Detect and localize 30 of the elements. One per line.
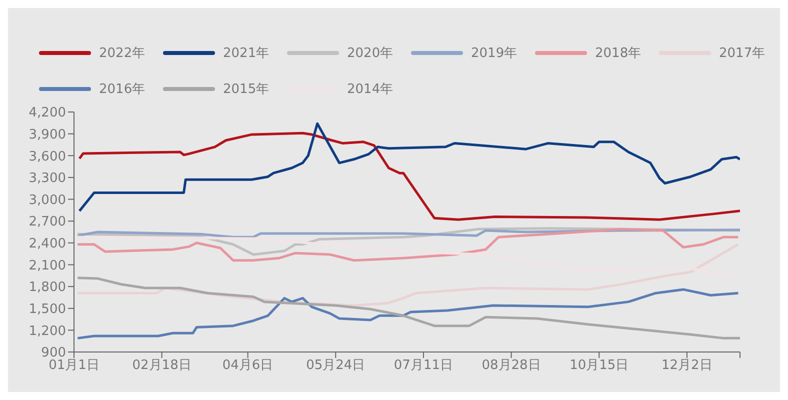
y-tick-label: 900	[41, 346, 66, 361]
x-tick-label: 05月24日	[306, 358, 366, 374]
legend-label: 2018年	[595, 45, 642, 62]
legend-label: 2015年	[223, 81, 270, 98]
x-tick-label: 02月18日	[132, 358, 192, 374]
legend-label: 2017年	[719, 45, 766, 62]
x-tick-label: 10月15日	[570, 358, 629, 374]
y-tick-label: 4,200	[28, 106, 66, 121]
y-tick-label: 1,200	[28, 324, 66, 339]
y-tick-label: 3,000	[28, 192, 66, 208]
y-tick-label: 2,700	[28, 214, 66, 230]
y-tick-label: 3,900	[28, 127, 66, 142]
x-tick-label: 01月1日	[48, 358, 100, 374]
legend-label: 2019年	[471, 45, 518, 62]
y-tick-label: 2,100	[28, 258, 66, 274]
legend-label: 2016年	[99, 81, 146, 98]
y-tick-label: 1,800	[28, 280, 66, 296]
x-tick-label: 07月11日	[394, 358, 454, 374]
legend-label: 2021年	[223, 45, 270, 62]
legend-label: 2014年	[347, 81, 394, 98]
y-tick-label: 3,300	[28, 171, 66, 186]
legend-label: 2022年	[99, 45, 146, 62]
legend-label: 2020年	[347, 45, 394, 62]
y-tick-label: 1,500	[28, 302, 66, 317]
y-tick-label: 3,600	[28, 149, 66, 164]
x-tick-label: 04月6日	[222, 358, 274, 374]
line-series	[76, 276, 740, 340]
x-tick-label: 08月28日	[482, 358, 541, 374]
y-tick-label: 2,400	[28, 236, 66, 252]
x-tick-label: 12月2日	[662, 358, 712, 374]
